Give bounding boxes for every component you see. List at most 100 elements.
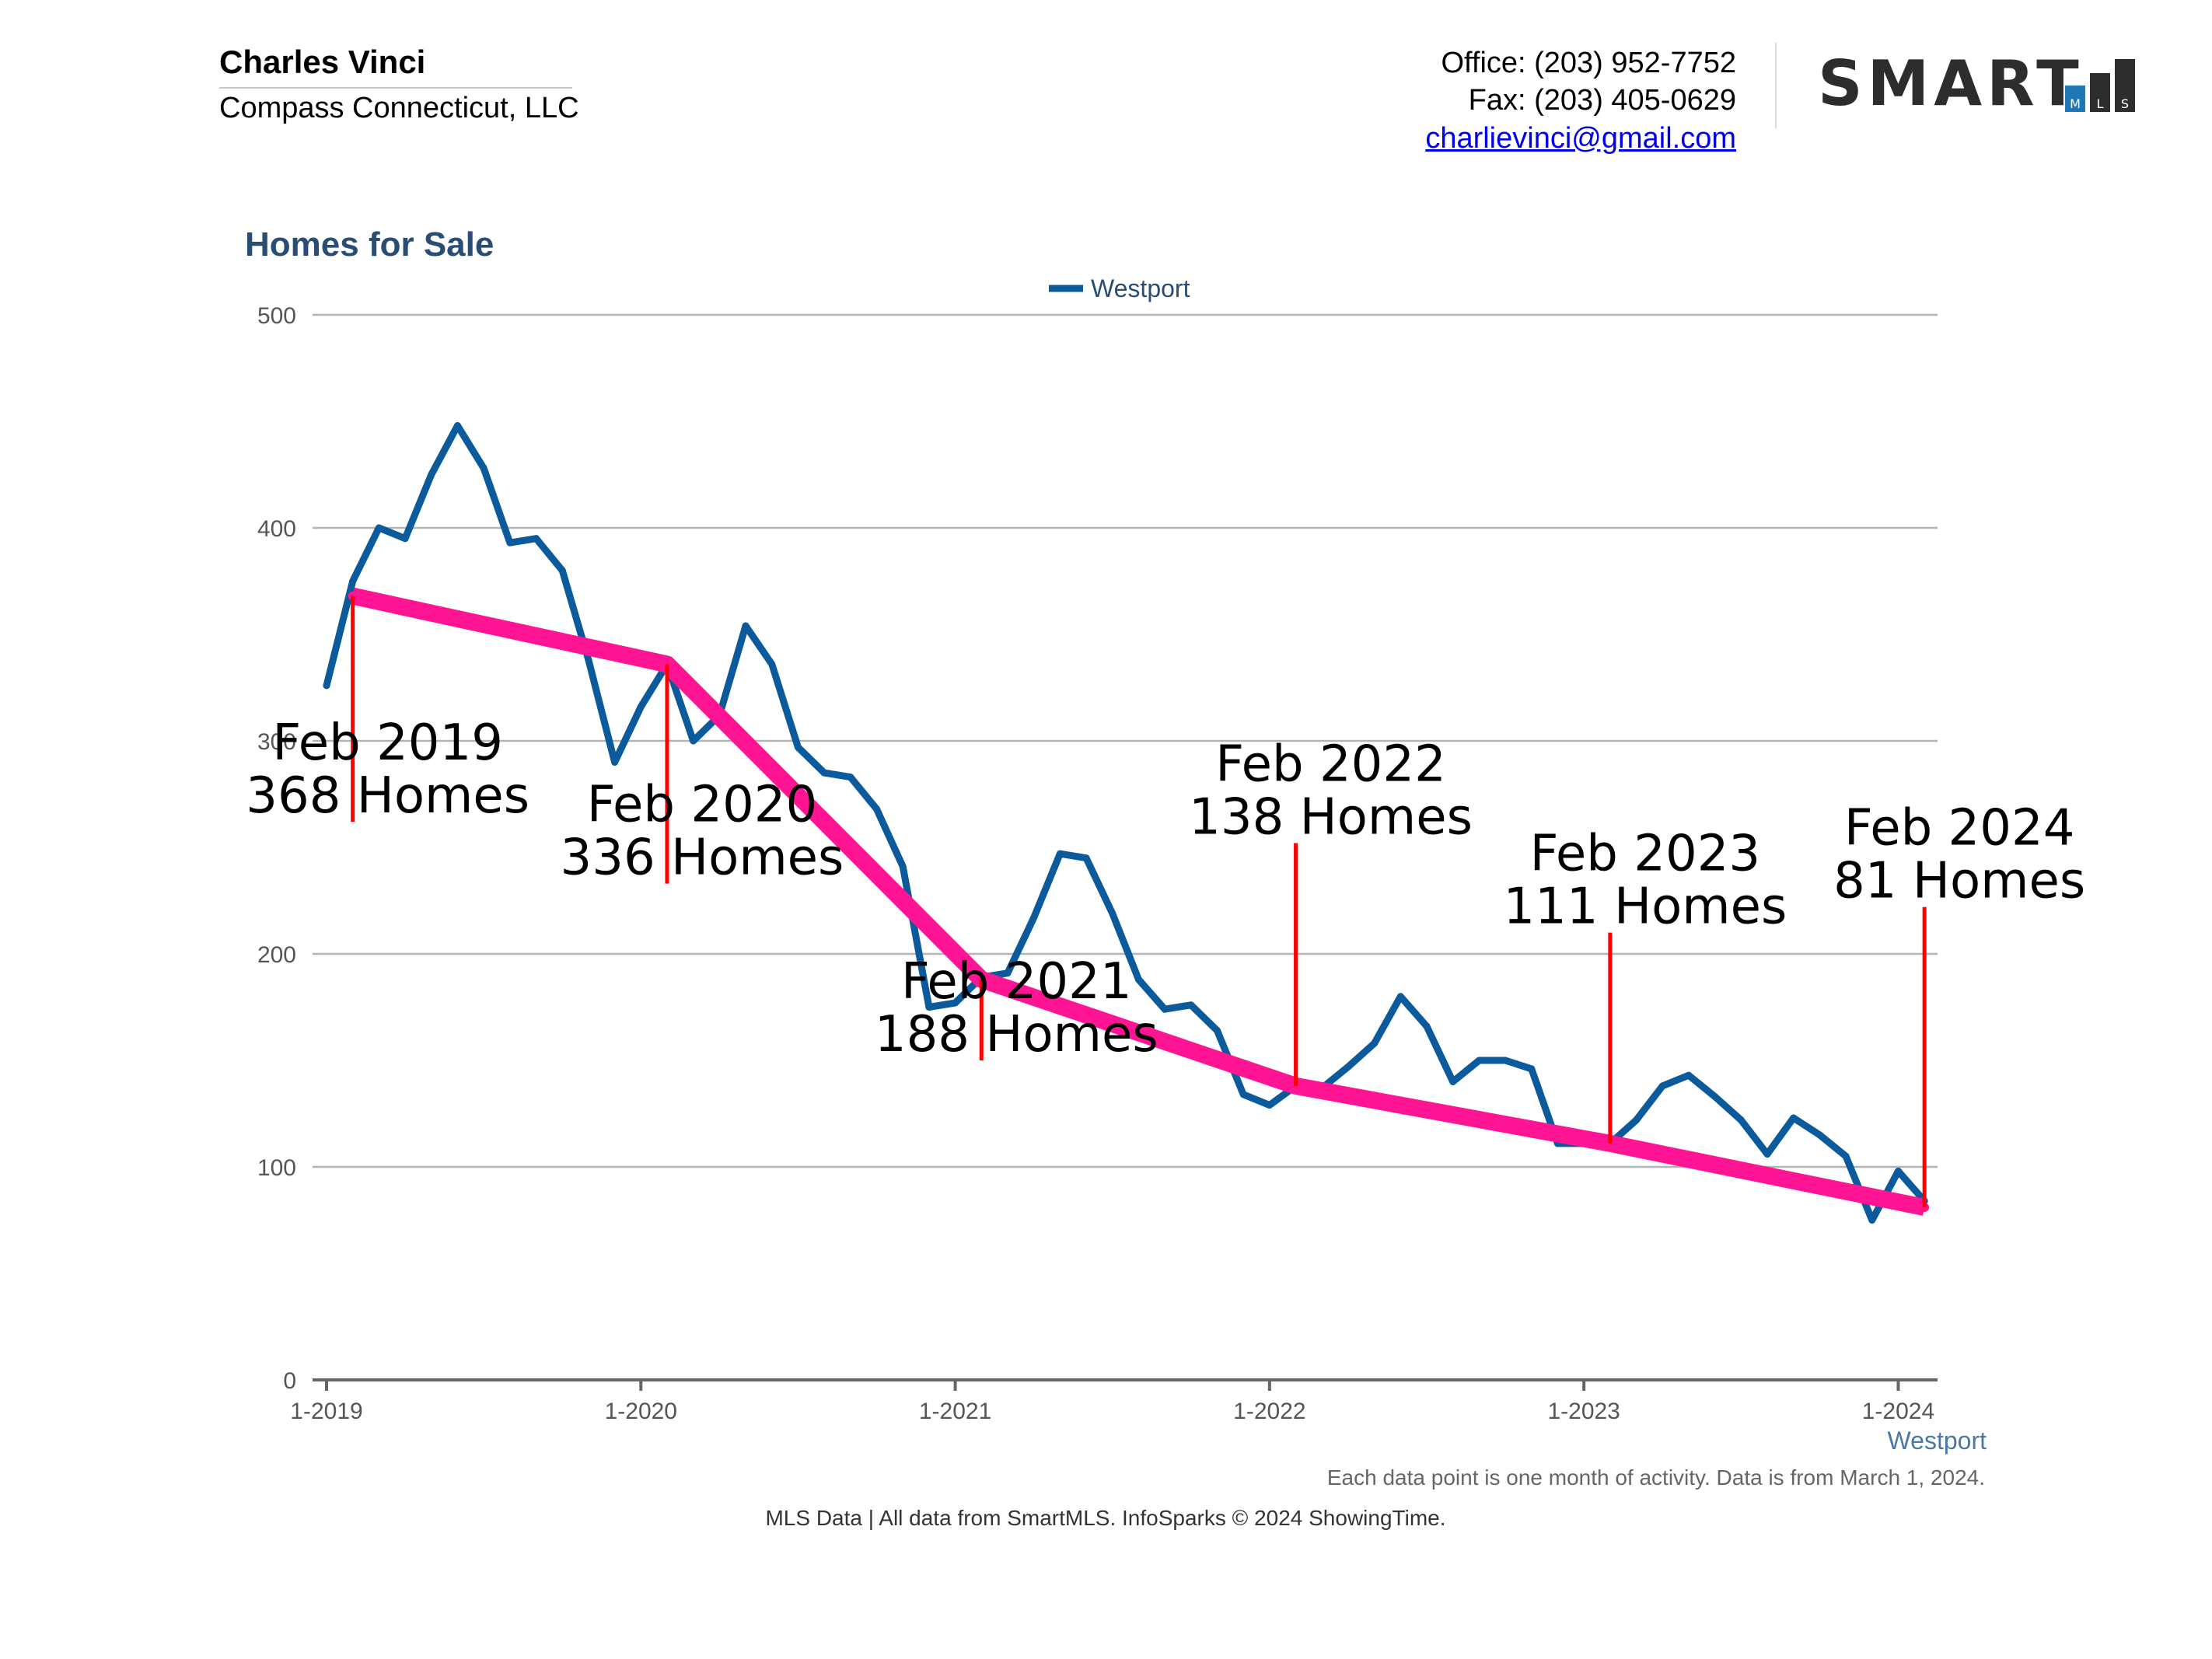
data-point bbox=[1239, 1091, 1247, 1098]
data-point bbox=[794, 743, 802, 751]
data-point bbox=[506, 539, 514, 547]
smartmls-logo: SMART M L S bbox=[1818, 48, 2135, 118]
y-axis-ticks: 0 100 200 300 400 500 bbox=[257, 303, 296, 1394]
annotation-month: Feb 2022 bbox=[1215, 736, 1446, 794]
data-point bbox=[847, 774, 854, 781]
annotation-count: 111 Homes bbox=[1503, 878, 1787, 936]
x-axis: 1-2019 1-2020 1-2021 1-2022 1-2023 1-2024 bbox=[290, 1378, 1938, 1424]
logo-bar-s bbox=[2115, 59, 2135, 112]
logo-bar-m bbox=[2065, 86, 2085, 112]
chart-title: Homes for Sale bbox=[245, 225, 494, 264]
data-point bbox=[1475, 1057, 1483, 1064]
logo-bar-l bbox=[2090, 73, 2110, 112]
data-point bbox=[611, 758, 619, 766]
data-point bbox=[1501, 1057, 1509, 1064]
y-tick-label: 100 bbox=[257, 1155, 296, 1181]
chart-note: Each data point is one month of activity… bbox=[1327, 1465, 1985, 1490]
data-point bbox=[742, 622, 750, 630]
data-point bbox=[533, 535, 540, 543]
data-point bbox=[1187, 1001, 1195, 1009]
x-tick-label: 1-2023 bbox=[1547, 1399, 1620, 1424]
data-point bbox=[428, 471, 435, 478]
y-tick-label: 0 bbox=[283, 1368, 296, 1394]
trend-line-feb bbox=[351, 587, 1927, 1216]
data-point bbox=[1134, 976, 1142, 983]
office-phone: Office: (203) 952-7752 bbox=[1441, 47, 1736, 79]
logo-letter-l: L bbox=[2097, 96, 2104, 111]
logo-letter-s: S bbox=[2121, 96, 2129, 111]
data-point bbox=[1082, 854, 1090, 862]
x-tick-label: 1-2024 bbox=[1862, 1399, 1934, 1424]
data-point bbox=[1004, 969, 1012, 977]
data-point bbox=[585, 656, 592, 664]
data-point bbox=[1213, 1027, 1221, 1035]
email-link[interactable]: charlievinci@gmail.com bbox=[1425, 122, 1736, 155]
header-separator bbox=[1775, 43, 1777, 128]
y-tick-label: 500 bbox=[257, 303, 296, 329]
x-tick-label: 1-2020 bbox=[605, 1399, 677, 1424]
data-point bbox=[323, 682, 330, 690]
data-point bbox=[925, 1004, 933, 1011]
legend-label-westport: Westport bbox=[1091, 274, 1190, 302]
annotation-count: 336 Homes bbox=[561, 830, 844, 887]
data-point bbox=[1658, 1082, 1666, 1090]
data-point bbox=[1868, 1217, 1876, 1224]
data-point bbox=[899, 863, 907, 871]
y-tick-label: 200 bbox=[257, 942, 296, 968]
annotation-count: 368 Homes bbox=[246, 767, 529, 825]
x-tick-label: 1-2022 bbox=[1233, 1399, 1305, 1424]
data-point bbox=[1763, 1151, 1771, 1158]
data-point bbox=[1266, 1102, 1274, 1109]
data-point bbox=[558, 567, 566, 575]
data-point bbox=[1449, 1077, 1457, 1085]
annotation-count: 188 Homes bbox=[875, 1006, 1158, 1064]
data-point bbox=[1396, 993, 1404, 1001]
data-point bbox=[1815, 1131, 1823, 1139]
data-point bbox=[1633, 1116, 1641, 1124]
data-point bbox=[1344, 1063, 1352, 1070]
data-point bbox=[453, 421, 461, 429]
data-point bbox=[873, 805, 881, 813]
data-point bbox=[768, 660, 776, 668]
trend-line bbox=[348, 587, 1930, 1216]
data-point bbox=[1056, 850, 1064, 857]
data-point bbox=[401, 535, 409, 543]
data-point bbox=[820, 769, 828, 777]
annotation-month: Feb 2021 bbox=[901, 953, 1132, 1011]
data-point bbox=[1894, 1167, 1902, 1175]
annotation-month: Feb 2023 bbox=[1530, 826, 1761, 883]
data-point bbox=[1161, 1005, 1169, 1013]
agent-company: Compass Connecticut, LLC bbox=[219, 92, 579, 124]
annotation-month: Feb 2020 bbox=[587, 777, 818, 834]
x-axis-series-label: Westport bbox=[1888, 1427, 1987, 1455]
annotation-count: 138 Homes bbox=[1189, 789, 1473, 847]
series-westport bbox=[323, 421, 1928, 1224]
data-point bbox=[349, 578, 357, 585]
y-tick-label: 400 bbox=[257, 516, 296, 542]
data-point bbox=[952, 999, 959, 1007]
data-point bbox=[1371, 1039, 1379, 1047]
x-tick-label: 1-2021 bbox=[919, 1399, 991, 1424]
data-point bbox=[637, 703, 645, 711]
data-point bbox=[375, 524, 383, 532]
data-point bbox=[1842, 1152, 1850, 1160]
y-tick-label: 300 bbox=[257, 729, 296, 755]
series-line-westport bbox=[323, 421, 1928, 1224]
data-point bbox=[1528, 1065, 1536, 1073]
annotation-count: 81 Homes bbox=[1833, 853, 2085, 910]
data-point bbox=[690, 737, 697, 745]
header-divider bbox=[219, 87, 572, 89]
annotation-month: Feb 2019 bbox=[272, 714, 503, 772]
data-point bbox=[1030, 913, 1038, 921]
data-point bbox=[1685, 1071, 1693, 1079]
data-point bbox=[1737, 1116, 1745, 1124]
data-point bbox=[1423, 1022, 1431, 1030]
data-point bbox=[1790, 1114, 1798, 1122]
chart-legend: Westport bbox=[1049, 274, 1190, 302]
data-point bbox=[1109, 910, 1116, 917]
data-point bbox=[480, 464, 487, 472]
annotation-month: Feb 2024 bbox=[1844, 800, 2075, 857]
logo-letter-m: M bbox=[2070, 96, 2081, 111]
